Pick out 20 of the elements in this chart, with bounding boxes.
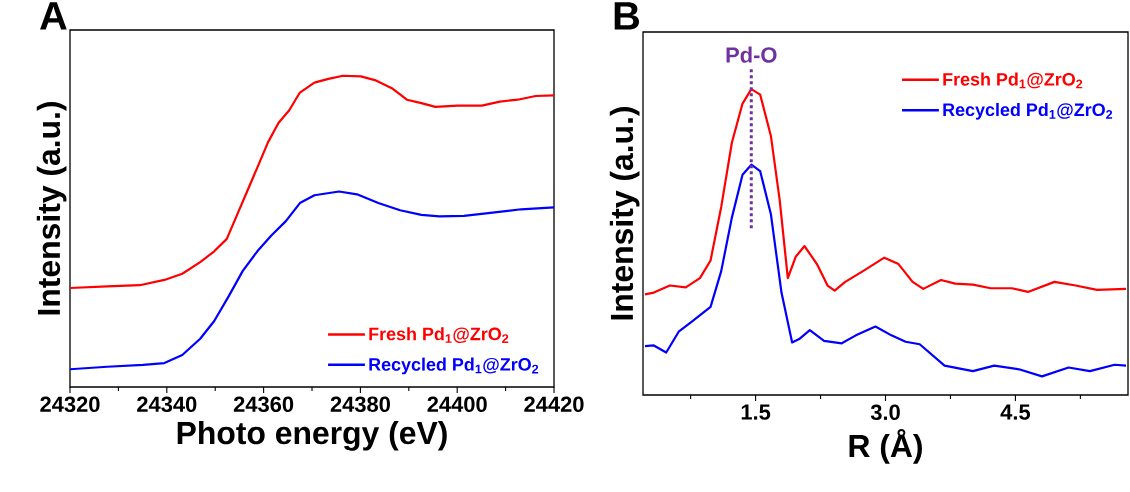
- x-tick-label: 24400: [427, 396, 487, 413]
- x-tick-label: 24420: [524, 396, 584, 413]
- legend-label: Recycled Pd$_{1}$@ZrO$_{2}$: [369, 357, 539, 375]
- x-axis-title: R (Å): [849, 428, 922, 464]
- chart-title: A: [40, 2, 67, 30]
- legend-label: Fresh Pd$_{1}$@ZrO$_{2}$: [943, 72, 1083, 89]
- legend-label: Fresh Pd$_{1}$@ZrO$_{2}$: [369, 327, 509, 343]
- x-axis-title: Photo energy (eV): [177, 420, 447, 451]
- x-tick-label: 24380: [330, 396, 390, 413]
- x-tick-label: 24340: [137, 396, 197, 413]
- y-axis-title: Intensity (a.u.): [36, 102, 67, 315]
- x-tick-label: 24320: [40, 396, 100, 413]
- chart-title: B: [614, 2, 639, 30]
- ref-line-label: Pd-O: [726, 46, 777, 63]
- y-axis-title: Intensity (a.u.): [609, 107, 640, 320]
- x-tick-label: 3.0: [870, 404, 900, 421]
- legend-label: Recycled Pd$_{1}$@ZrO$_{2}$: [943, 102, 1113, 120]
- x-tick-label: 24360: [233, 396, 294, 413]
- x-tick-label: 1.5: [741, 404, 771, 420]
- x-tick-label: 4.5: [1000, 404, 1031, 420]
